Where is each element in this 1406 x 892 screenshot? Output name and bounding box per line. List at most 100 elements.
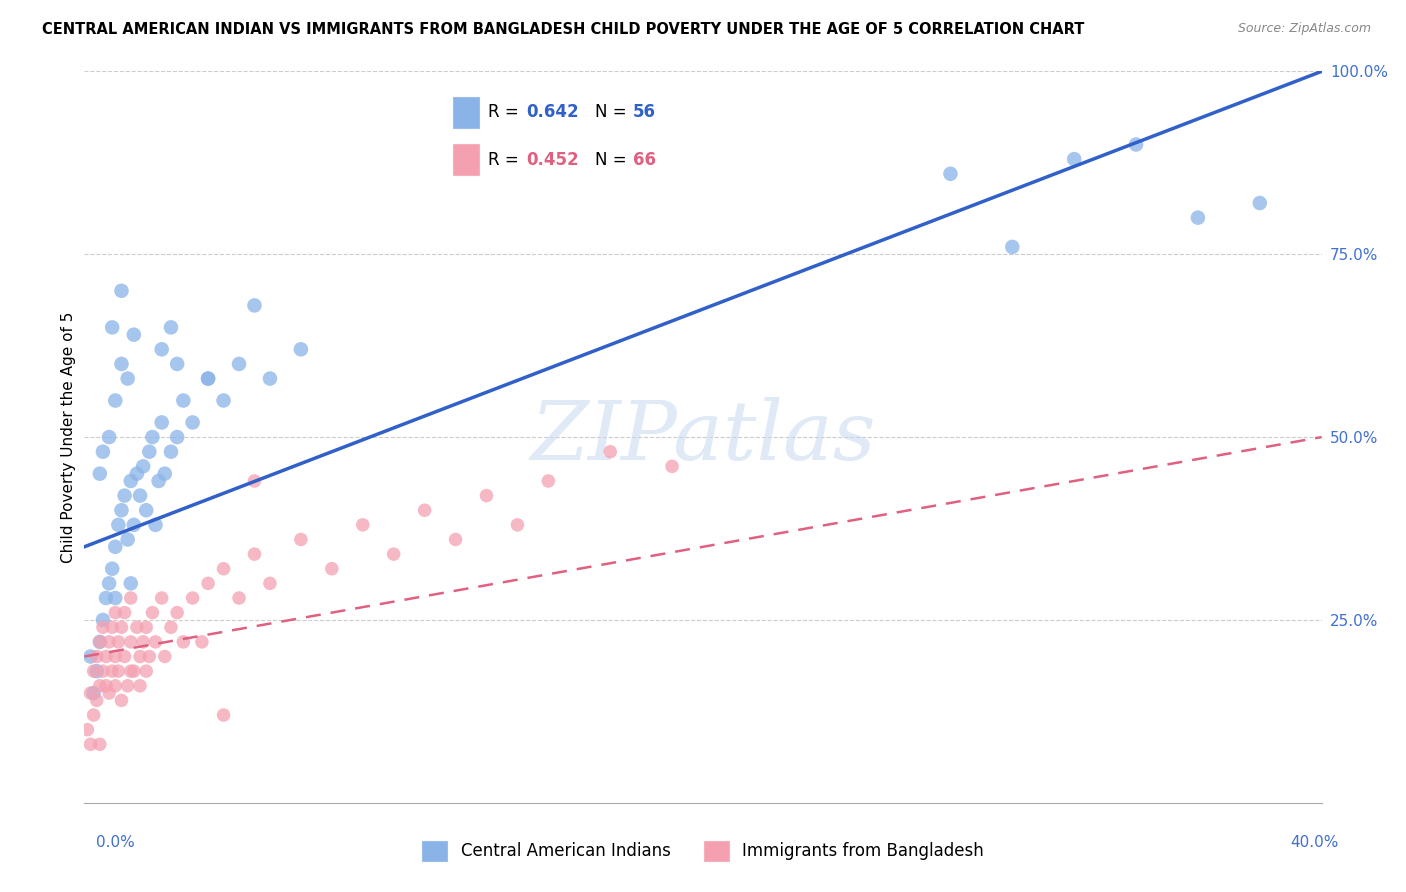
Point bbox=[172, 635, 194, 649]
Point bbox=[939, 167, 962, 181]
Point bbox=[191, 635, 214, 649]
Text: 0.0%: 0.0% bbox=[96, 836, 135, 850]
Point bbox=[101, 562, 124, 576]
Point bbox=[212, 562, 235, 576]
Point bbox=[94, 591, 117, 605]
Point bbox=[141, 606, 163, 620]
Bar bbox=[453, 97, 479, 128]
Point bbox=[98, 430, 121, 444]
Point bbox=[122, 664, 145, 678]
Point bbox=[79, 737, 101, 751]
Y-axis label: Child Poverty Under the Age of 5: Child Poverty Under the Age of 5 bbox=[60, 311, 76, 563]
Point bbox=[104, 649, 127, 664]
Point bbox=[1249, 196, 1271, 211]
Point bbox=[228, 357, 250, 371]
Point bbox=[166, 606, 188, 620]
Point bbox=[599, 444, 621, 458]
Point bbox=[153, 467, 176, 481]
Point bbox=[243, 298, 266, 312]
Point bbox=[89, 737, 111, 751]
Text: CENTRAL AMERICAN INDIAN VS IMMIGRANTS FROM BANGLADESH CHILD POVERTY UNDER THE AG: CENTRAL AMERICAN INDIAN VS IMMIGRANTS FR… bbox=[42, 22, 1084, 37]
Point bbox=[89, 467, 111, 481]
Point bbox=[197, 576, 219, 591]
Point bbox=[228, 591, 250, 605]
Point bbox=[1063, 152, 1085, 166]
Point bbox=[125, 620, 148, 634]
Point bbox=[132, 635, 155, 649]
Point bbox=[181, 416, 204, 430]
Point bbox=[166, 430, 188, 444]
Point bbox=[104, 606, 127, 620]
Point bbox=[153, 649, 176, 664]
Point bbox=[138, 649, 160, 664]
Text: R =: R = bbox=[488, 151, 524, 169]
Point bbox=[122, 517, 145, 532]
Point bbox=[166, 357, 188, 371]
Point bbox=[110, 357, 132, 371]
Point bbox=[132, 459, 155, 474]
Point bbox=[148, 474, 170, 488]
Text: 0.452: 0.452 bbox=[526, 151, 579, 169]
Point bbox=[160, 620, 183, 634]
Point bbox=[122, 327, 145, 342]
Point bbox=[107, 664, 129, 678]
Point bbox=[91, 664, 114, 678]
Point bbox=[135, 664, 157, 678]
Point bbox=[98, 635, 121, 649]
Point bbox=[91, 613, 114, 627]
Point bbox=[86, 649, 108, 664]
Point bbox=[91, 444, 114, 458]
Point bbox=[197, 371, 219, 385]
Point bbox=[107, 635, 129, 649]
Text: ZIPatlas: ZIPatlas bbox=[530, 397, 876, 477]
Point bbox=[107, 517, 129, 532]
Text: N =: N = bbox=[595, 103, 631, 121]
Point bbox=[259, 576, 281, 591]
Text: R =: R = bbox=[488, 103, 524, 121]
Point bbox=[104, 591, 127, 605]
Point bbox=[506, 517, 529, 532]
Point bbox=[129, 679, 152, 693]
Point bbox=[382, 547, 405, 561]
Point bbox=[101, 320, 124, 334]
Point bbox=[79, 649, 101, 664]
Text: 40.0%: 40.0% bbox=[1291, 836, 1339, 850]
Point bbox=[117, 371, 139, 385]
Point bbox=[1125, 137, 1147, 152]
Point bbox=[79, 686, 101, 700]
Point bbox=[321, 562, 343, 576]
Point bbox=[104, 679, 127, 693]
Point bbox=[243, 547, 266, 561]
Point bbox=[76, 723, 98, 737]
Text: 66: 66 bbox=[633, 151, 655, 169]
Point bbox=[243, 474, 266, 488]
Point bbox=[290, 343, 312, 357]
Point bbox=[101, 620, 124, 634]
Point bbox=[290, 533, 312, 547]
Point bbox=[129, 489, 152, 503]
Text: 56: 56 bbox=[633, 103, 655, 121]
Point bbox=[150, 416, 173, 430]
Point bbox=[259, 371, 281, 385]
Point bbox=[114, 649, 136, 664]
Point bbox=[160, 444, 183, 458]
Point bbox=[89, 635, 111, 649]
Point bbox=[94, 679, 117, 693]
Point bbox=[352, 517, 374, 532]
Point bbox=[120, 474, 142, 488]
Point bbox=[181, 591, 204, 605]
Point bbox=[1001, 240, 1024, 254]
Bar bbox=[453, 145, 479, 175]
Point bbox=[114, 606, 136, 620]
Point bbox=[83, 686, 105, 700]
Point bbox=[104, 393, 127, 408]
Point bbox=[114, 489, 136, 503]
Point bbox=[150, 343, 173, 357]
Point bbox=[120, 576, 142, 591]
Legend: Central American Indians, Immigrants from Bangladesh: Central American Indians, Immigrants fro… bbox=[416, 834, 990, 868]
Point bbox=[129, 649, 152, 664]
Point bbox=[661, 459, 683, 474]
Point bbox=[145, 517, 167, 532]
Point bbox=[444, 533, 467, 547]
Point bbox=[104, 540, 127, 554]
